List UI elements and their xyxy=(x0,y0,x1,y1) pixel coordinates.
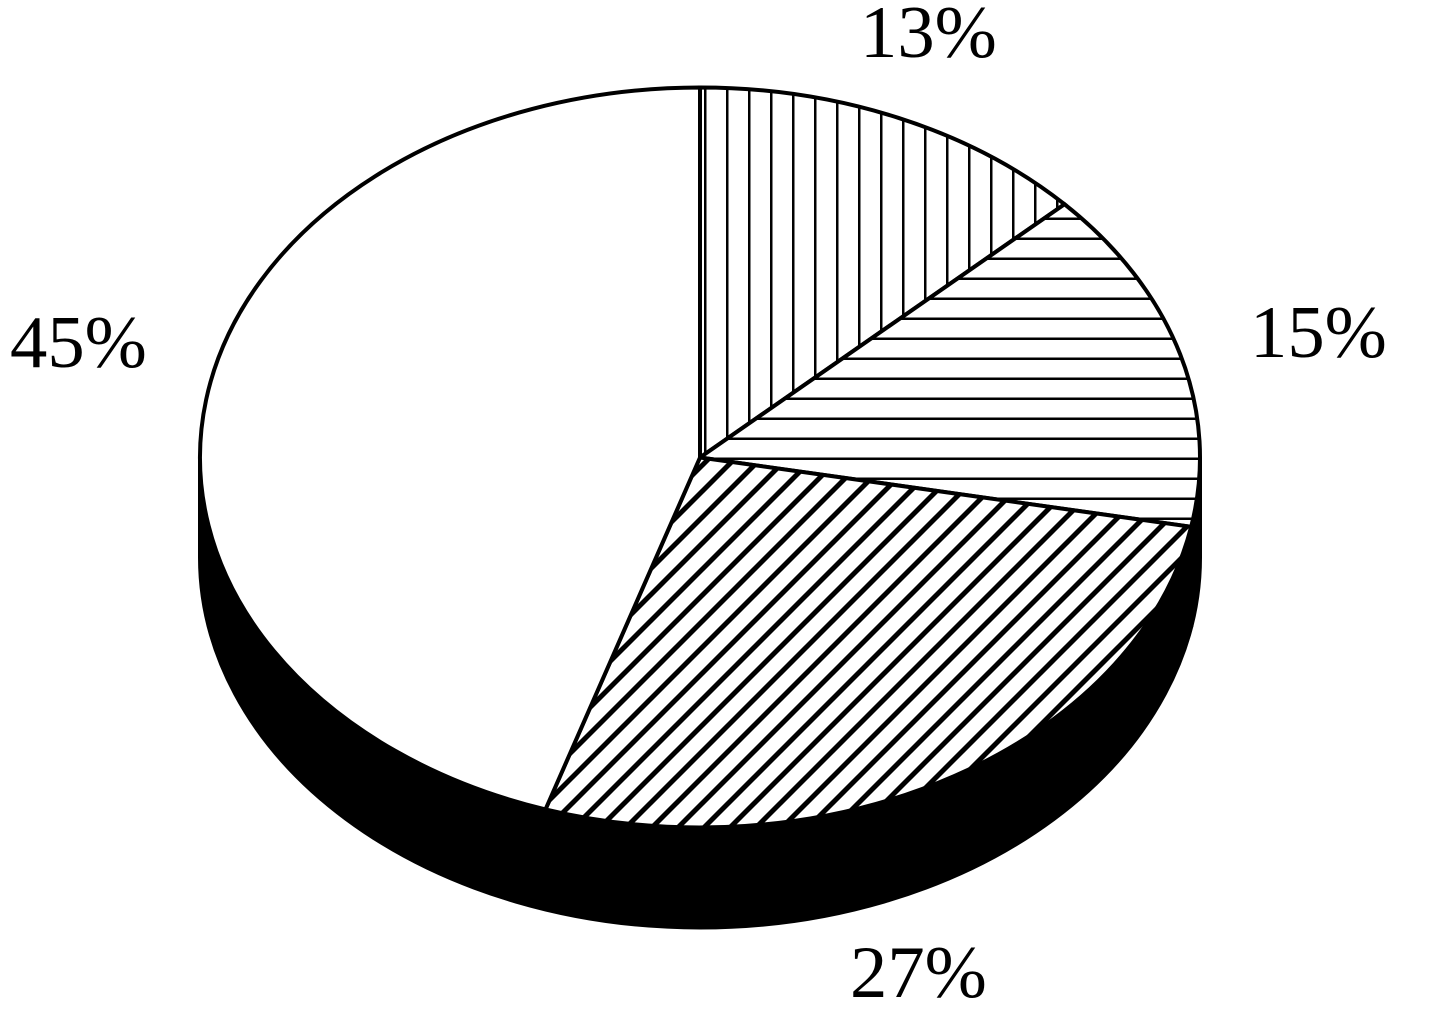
pie-svg xyxy=(0,0,1436,972)
pie-label-2: 27% xyxy=(850,930,987,1016)
pie-label-3: 45% xyxy=(10,300,147,386)
pie-chart-3d xyxy=(0,0,1436,977)
pie-top xyxy=(200,88,1200,828)
pie-label-1: 15% xyxy=(1250,290,1387,376)
pie-label-0: 13% xyxy=(860,0,997,76)
